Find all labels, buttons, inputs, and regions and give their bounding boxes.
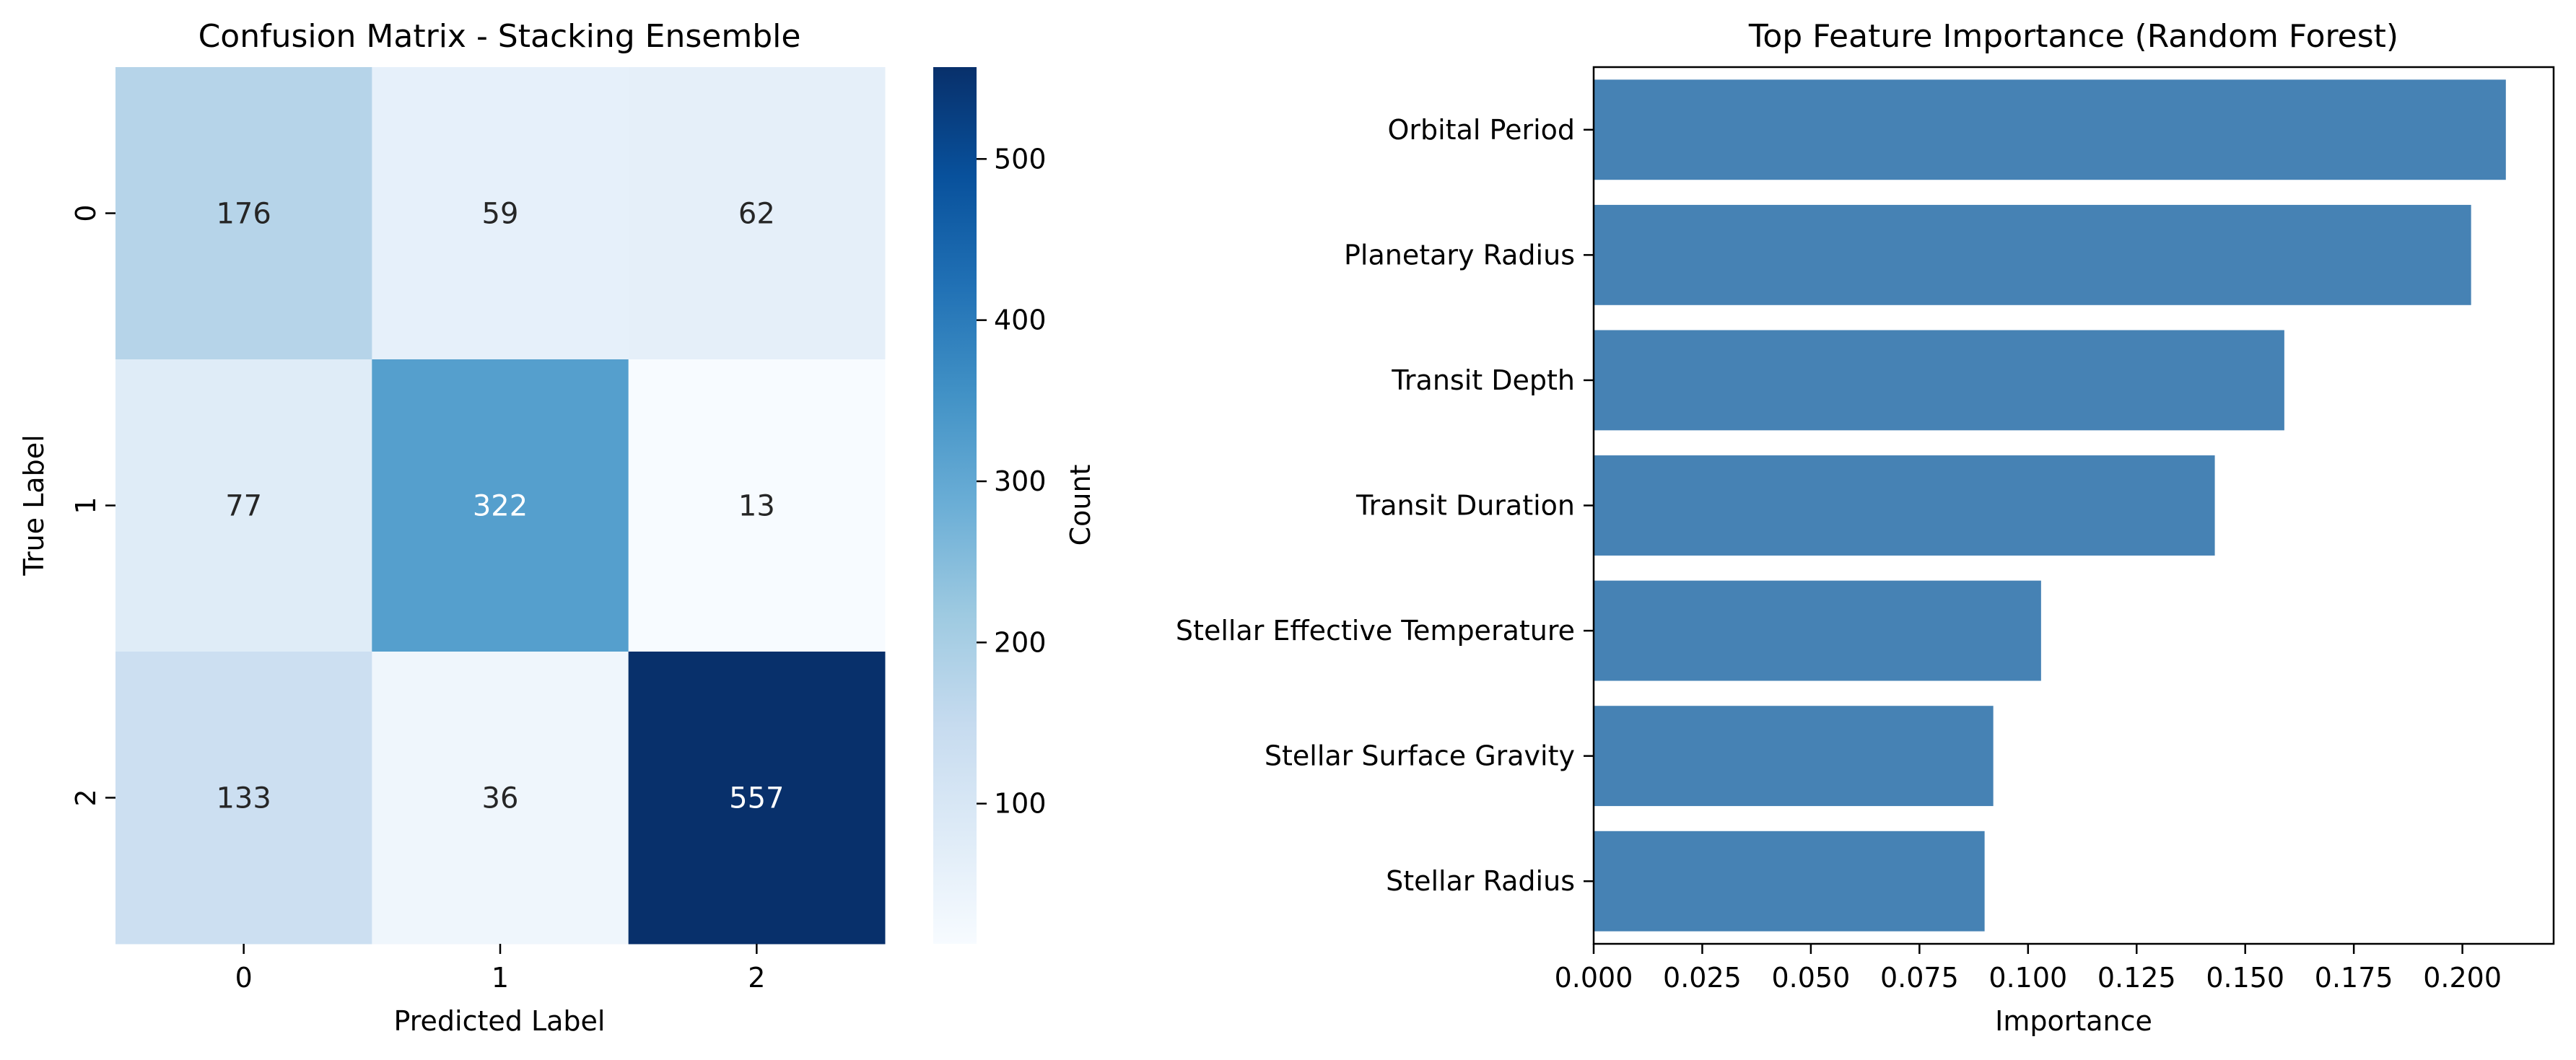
heatmap-y-tick-label: 2: [70, 789, 102, 806]
colorbar-tick-label: 300: [994, 465, 1047, 497]
feature-bar: [1594, 706, 1994, 807]
heatmap-x-tick-label: 0: [235, 962, 253, 994]
heatmap-cell-value: 36: [482, 782, 519, 815]
heatmap-cell: [628, 67, 886, 360]
heatmap-x-ticks: 0 1 2: [235, 944, 765, 994]
bar-x-tick-label: 0.050: [1772, 962, 1851, 994]
heatmap-cells: 176 59 62 77 322 13 133 36 557: [115, 67, 886, 945]
bar-x-ticks: 0.000 0.025 0.050 0.075 0.100 0.125 0.150 0.175…: [1555, 944, 2502, 994]
feature-bar: [1594, 831, 1985, 932]
colorbar-tick-label: 200: [994, 626, 1047, 658]
bar-y-tick-label: Stellar Surface Gravity: [1265, 740, 1575, 772]
heatmap-cell-value: 59: [482, 198, 519, 231]
heatmap-x-tick-label: 1: [492, 962, 509, 994]
heatmap-cell: [372, 359, 629, 652]
heatmap-cell-value: 557: [729, 782, 784, 815]
bar-y-tick-label: Stellar Effective Temperature: [1176, 615, 1575, 647]
feature-bar: [1594, 204, 2471, 305]
bar-y-ticks: Orbital Period Planetary Radius Transit De…: [1176, 114, 1594, 897]
bar-x-tick-label: 0.000: [1555, 962, 1633, 994]
bar-x-tick-label: 0.075: [1880, 962, 1959, 994]
heatmap-cell: [115, 67, 372, 360]
bar-x-tick-label: 0.175: [2315, 962, 2393, 994]
bar-y-tick-label: Transit Depth: [1391, 364, 1575, 396]
bar-xlabel: Importance: [1995, 1005, 2152, 1037]
bar-y-tick-label: Orbital Period: [1387, 114, 1575, 146]
heatmap-cell-value: 133: [216, 782, 271, 815]
heatmap-cell-value: 62: [738, 198, 775, 231]
heatmap-cell: [372, 652, 629, 945]
colorbar-tick-label: 400: [994, 305, 1047, 336]
bar-y-tick-label: Stellar Radius: [1386, 865, 1575, 897]
bar-series: [1594, 79, 2506, 932]
heatmap-cell: [115, 652, 372, 945]
heatmap-cell-value: 77: [225, 490, 262, 523]
confusion-matrix-panel: Confusion Matrix - Stacking Ensemble 176…: [18, 18, 886, 1037]
heatmap-ylabel: True Label: [18, 434, 50, 576]
bar-x-tick-label: 0.025: [1663, 962, 1742, 994]
bar-x-tick-label: 0.150: [2206, 962, 2284, 994]
feature-bar: [1594, 330, 2284, 431]
heatmap-y-tick-label: 1: [70, 496, 102, 514]
feature-bar: [1594, 580, 2041, 681]
heatmap-cell-value: 176: [216, 198, 271, 231]
bar-y-tick-label: Transit Duration: [1355, 490, 1575, 522]
colorbar-gradient: [933, 67, 977, 944]
heatmap-cell: [115, 359, 372, 652]
colorbar: 100 200 300 400 500 Count: [933, 67, 1096, 944]
heatmap-cell: [372, 67, 629, 360]
heatmap-xlabel: Predicted Label: [394, 1005, 606, 1037]
feature-bar: [1594, 79, 2506, 180]
bar-x-tick-label: 0.100: [1988, 962, 2067, 994]
heatmap-y-ticks: 0 1 2: [70, 204, 115, 807]
colorbar-tick-label: 500: [994, 143, 1047, 175]
bar-chart-title: Top Feature Importance (Random Forest): [1748, 18, 2398, 55]
feature-bar: [1594, 455, 2215, 556]
feature-importance-panel: Top Feature Importance (Random Forest) O…: [1176, 18, 2555, 1037]
colorbar-tick-label: 100: [994, 788, 1047, 820]
bar-y-tick-label: Planetary Radius: [1344, 239, 1575, 271]
heatmap-y-tick-label: 0: [70, 204, 102, 222]
heatmap-cell-value: 13: [738, 490, 775, 523]
colorbar-label: Count: [1065, 465, 1096, 546]
bar-x-tick-label: 0.200: [2423, 962, 2502, 994]
heatmap-cell-value: 322: [473, 490, 528, 523]
heatmap-x-tick-label: 2: [748, 962, 765, 994]
heatmap-cell: [628, 652, 886, 945]
heatmap-title: Confusion Matrix - Stacking Ensemble: [198, 18, 801, 55]
bar-x-tick-label: 0.125: [2097, 962, 2176, 994]
heatmap-cell: [628, 359, 886, 652]
colorbar-ticks: 100 200 300 400 500: [977, 143, 1047, 820]
